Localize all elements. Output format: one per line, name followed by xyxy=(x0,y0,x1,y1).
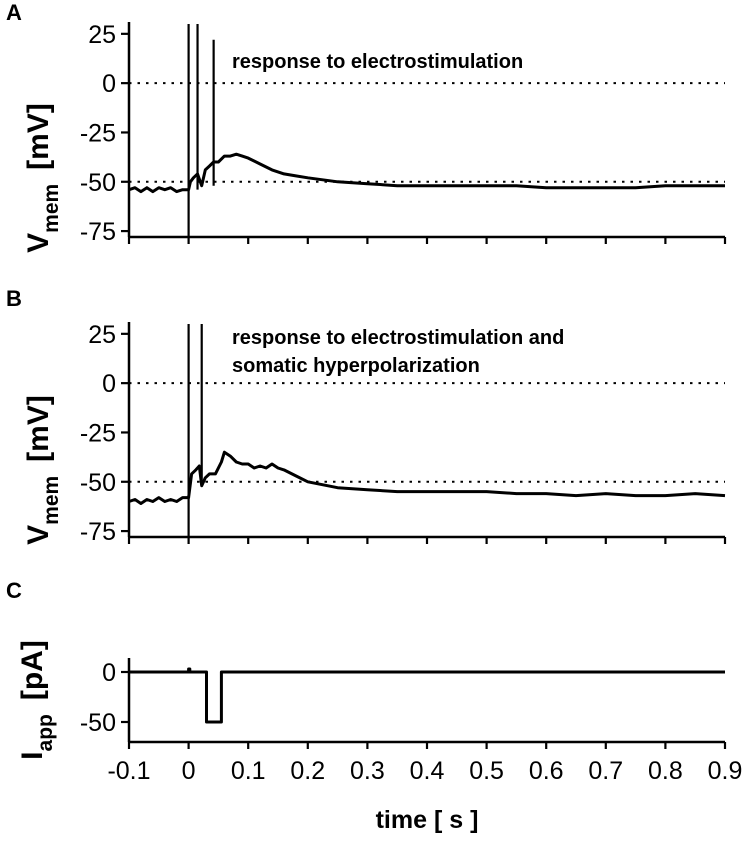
panel-a-annotation: response to electrostimulation xyxy=(232,51,523,73)
panel-a-y-tick-label: -25 xyxy=(80,119,116,147)
panel-a-ylabel: Vmem [mV] xyxy=(22,103,63,253)
panel-c-trace-line xyxy=(129,667,725,724)
x-tick-label: 0.2 xyxy=(290,757,325,785)
svg-text:Iapp[pA]: Iapp [pA] xyxy=(16,640,57,760)
x-tick-label: 0.9 xyxy=(708,757,743,785)
panel-b-trace xyxy=(128,323,726,537)
panel-c-ylabel-sub: app xyxy=(34,714,57,751)
x-tick-label: 0.6 xyxy=(529,757,564,785)
panel-a-reference-lines xyxy=(129,82,725,183)
panel-b-ylabel-unit: [mV] xyxy=(22,395,55,462)
panel-b-ylabel-sub: mem xyxy=(40,476,63,525)
x-tick-label: 0.3 xyxy=(350,757,385,785)
panel-b-annotation-line-2: somatic hyperpolarization xyxy=(232,355,480,377)
x-tick-label: 0.5 xyxy=(469,757,504,785)
panel-c-x-ticks: -0.1 0 0.1 0.2 0.3 0.4 0.5 0.6 0.7 0.8 0.9 xyxy=(107,742,742,785)
panel-c-ylabel: Iapp [pA] xyxy=(16,640,57,760)
panel-b-y-tick-label: 0 xyxy=(102,370,116,398)
panel-b-reference-lines xyxy=(129,382,725,483)
panel-b-letter: B xyxy=(6,286,22,311)
panel-c-y-tick-label: 0 xyxy=(102,659,116,687)
panel-a-y-ticks: 25 0 -25 -50 -75 xyxy=(80,21,129,246)
panel-a-y-tick-label: 25 xyxy=(88,21,116,49)
panel-b-annotation-line-1: response to electrostimulation and xyxy=(232,327,564,349)
panel-b-ylabel: Vmem [mV] xyxy=(22,395,63,545)
panel-a-ylabel-sub: mem xyxy=(40,184,63,233)
panel-c-ylabel-unit: [pA] xyxy=(16,640,49,700)
x-tick-label: 0.7 xyxy=(588,757,623,785)
panel-a-y-tick-label: -50 xyxy=(80,169,116,197)
x-tick-label: 0 xyxy=(182,757,196,785)
panel-b: B Vmem [mV] 25 0 -25 -50 -75 response to elec… xyxy=(6,286,727,546)
panel-c-y-tick-label: -50 xyxy=(80,709,116,737)
panel-b-ylabel-main: V xyxy=(22,525,55,545)
panel-b-y-tick-label: -75 xyxy=(80,518,116,546)
panel-c-ylabel-main: I xyxy=(16,751,49,759)
svg-text:Vmem[mV]: Vmem [mV] xyxy=(22,395,63,545)
panel-b-y-tick-label: 25 xyxy=(88,321,116,349)
panel-b-y-tick-label: -25 xyxy=(80,419,116,447)
panel-a-trace-line xyxy=(128,152,725,194)
x-tick-label: 0.8 xyxy=(648,757,683,785)
panel-b-y-tick-label: -50 xyxy=(80,469,116,497)
panel-a: A Vmem [mV] 25 0 -25 -50 -75 response to elec… xyxy=(6,0,727,253)
panel-c-trace xyxy=(129,667,725,724)
x-tick-label: 0.4 xyxy=(410,757,445,785)
panel-a-letter: A xyxy=(6,0,22,25)
panel-c-y-ticks: 0 -50 xyxy=(80,659,129,737)
x-axis-label: time [ s ] xyxy=(376,806,479,834)
panel-a-y-tick-label: -75 xyxy=(80,218,116,246)
panel-a-trace xyxy=(128,23,725,237)
panel-b-trace-line xyxy=(128,450,726,505)
panel-a-ylabel-unit: [mV] xyxy=(22,103,55,170)
panel-c: C Iapp [pA] 0 -50 -0.1 0 0.1 0.2 0.3 0.4 0.5 0.6 0… xyxy=(6,578,742,834)
panel-a-ylabel-main: V xyxy=(22,233,55,253)
panel-b-y-ticks: 25 0 -25 -50 -75 xyxy=(80,321,129,546)
x-tick-label: -0.1 xyxy=(107,757,150,785)
panel-a-y-tick-label: 0 xyxy=(102,70,116,98)
svg-text:Vmem[mV]: Vmem [mV] xyxy=(22,103,63,253)
panel-c-letter: C xyxy=(6,578,22,603)
x-tick-label: 0.1 xyxy=(231,757,266,785)
